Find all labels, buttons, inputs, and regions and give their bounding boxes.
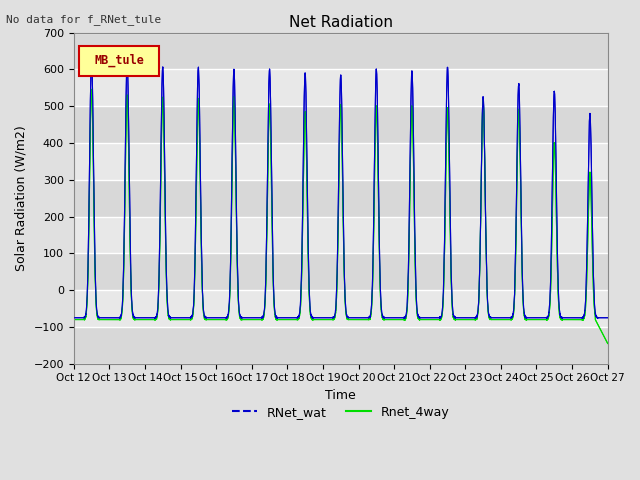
- Bar: [74, 106, 608, 143]
- Bar: [74, 290, 608, 327]
- Rnet_4way: [88, 86, 95, 92]
- Bar: [74, 143, 608, 180]
- Bar: [74, 180, 608, 216]
- RNet_wat: [70, 315, 77, 321]
- FancyBboxPatch shape: [79, 46, 159, 76]
- Rnet_4way: [490, 317, 498, 323]
- RNet_wat: [184, 315, 192, 321]
- RNet_wat: [179, 315, 186, 321]
- RNet_wat: [604, 315, 612, 321]
- Bar: [74, 216, 608, 253]
- Title: Net Radiation: Net Radiation: [289, 15, 393, 30]
- Rnet_4way: [270, 294, 278, 300]
- Y-axis label: Solar Radiation (W/m2): Solar Radiation (W/m2): [15, 125, 28, 271]
- Bar: [74, 33, 608, 69]
- Rnet_4way: [179, 317, 186, 323]
- X-axis label: Time: Time: [325, 389, 356, 402]
- Bar: [74, 253, 608, 290]
- Line: RNet_wat: RNet_wat: [74, 58, 608, 319]
- Rnet_4way: [184, 317, 192, 323]
- RNet_wat: [270, 289, 278, 295]
- Legend: RNet_wat, Rnet_4way: RNet_wat, Rnet_4way: [227, 401, 454, 424]
- RNet_wat: [88, 55, 95, 61]
- Rnet_4way: [604, 341, 612, 347]
- RNet_wat: [558, 316, 566, 322]
- Text: MB_tule: MB_tule: [94, 54, 144, 67]
- RNet_wat: [415, 314, 422, 320]
- Rnet_4way: [602, 337, 610, 343]
- RNet_wat: [602, 315, 610, 321]
- Rnet_4way: [415, 316, 422, 322]
- Text: No data for f_RNet_tule: No data for f_RNet_tule: [6, 14, 162, 25]
- Bar: [74, 327, 608, 364]
- Rnet_4way: [70, 317, 77, 323]
- Bar: [74, 69, 608, 106]
- RNet_wat: [490, 315, 498, 321]
- Line: Rnet_4way: Rnet_4way: [74, 89, 608, 344]
